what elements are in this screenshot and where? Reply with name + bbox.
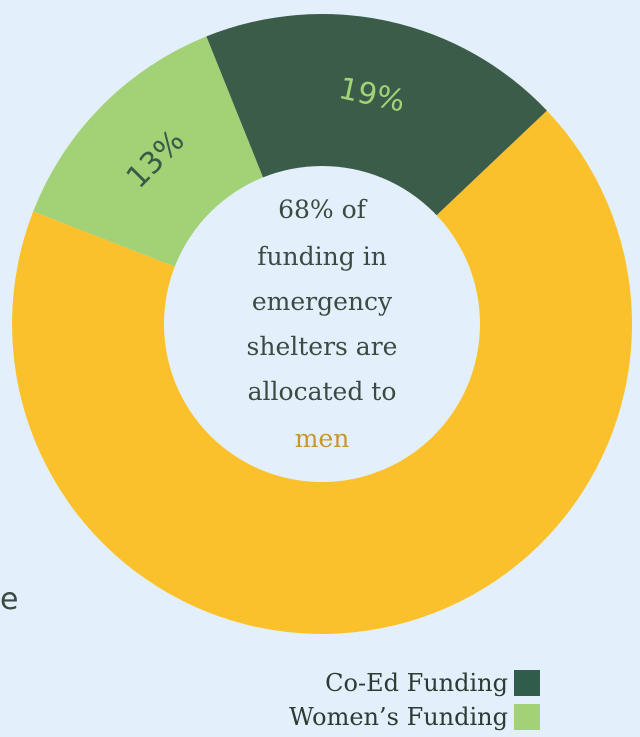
donut-hole bbox=[164, 166, 480, 482]
legend-swatch-coed bbox=[514, 670, 540, 696]
center-line-5: allocated to bbox=[248, 377, 397, 406]
center-highlight-men: men bbox=[295, 424, 350, 453]
legend-label-coed: Co-Ed Funding bbox=[325, 669, 508, 697]
legend-item-coed: Co-Ed Funding bbox=[325, 666, 540, 700]
center-line-4: shelters are bbox=[247, 332, 398, 361]
center-line-1: 68% of bbox=[278, 195, 368, 224]
center-line-3: emergency bbox=[252, 287, 393, 316]
legend-item-women: Women’s Funding bbox=[289, 700, 540, 734]
chart-legend: Co-Ed Funding Women’s Funding bbox=[289, 666, 540, 734]
legend-swatch-women bbox=[514, 704, 540, 730]
center-line-2: funding in bbox=[257, 242, 387, 271]
edge-text-fragment: e bbox=[0, 582, 19, 617]
legend-label-women: Women’s Funding bbox=[289, 703, 508, 731]
